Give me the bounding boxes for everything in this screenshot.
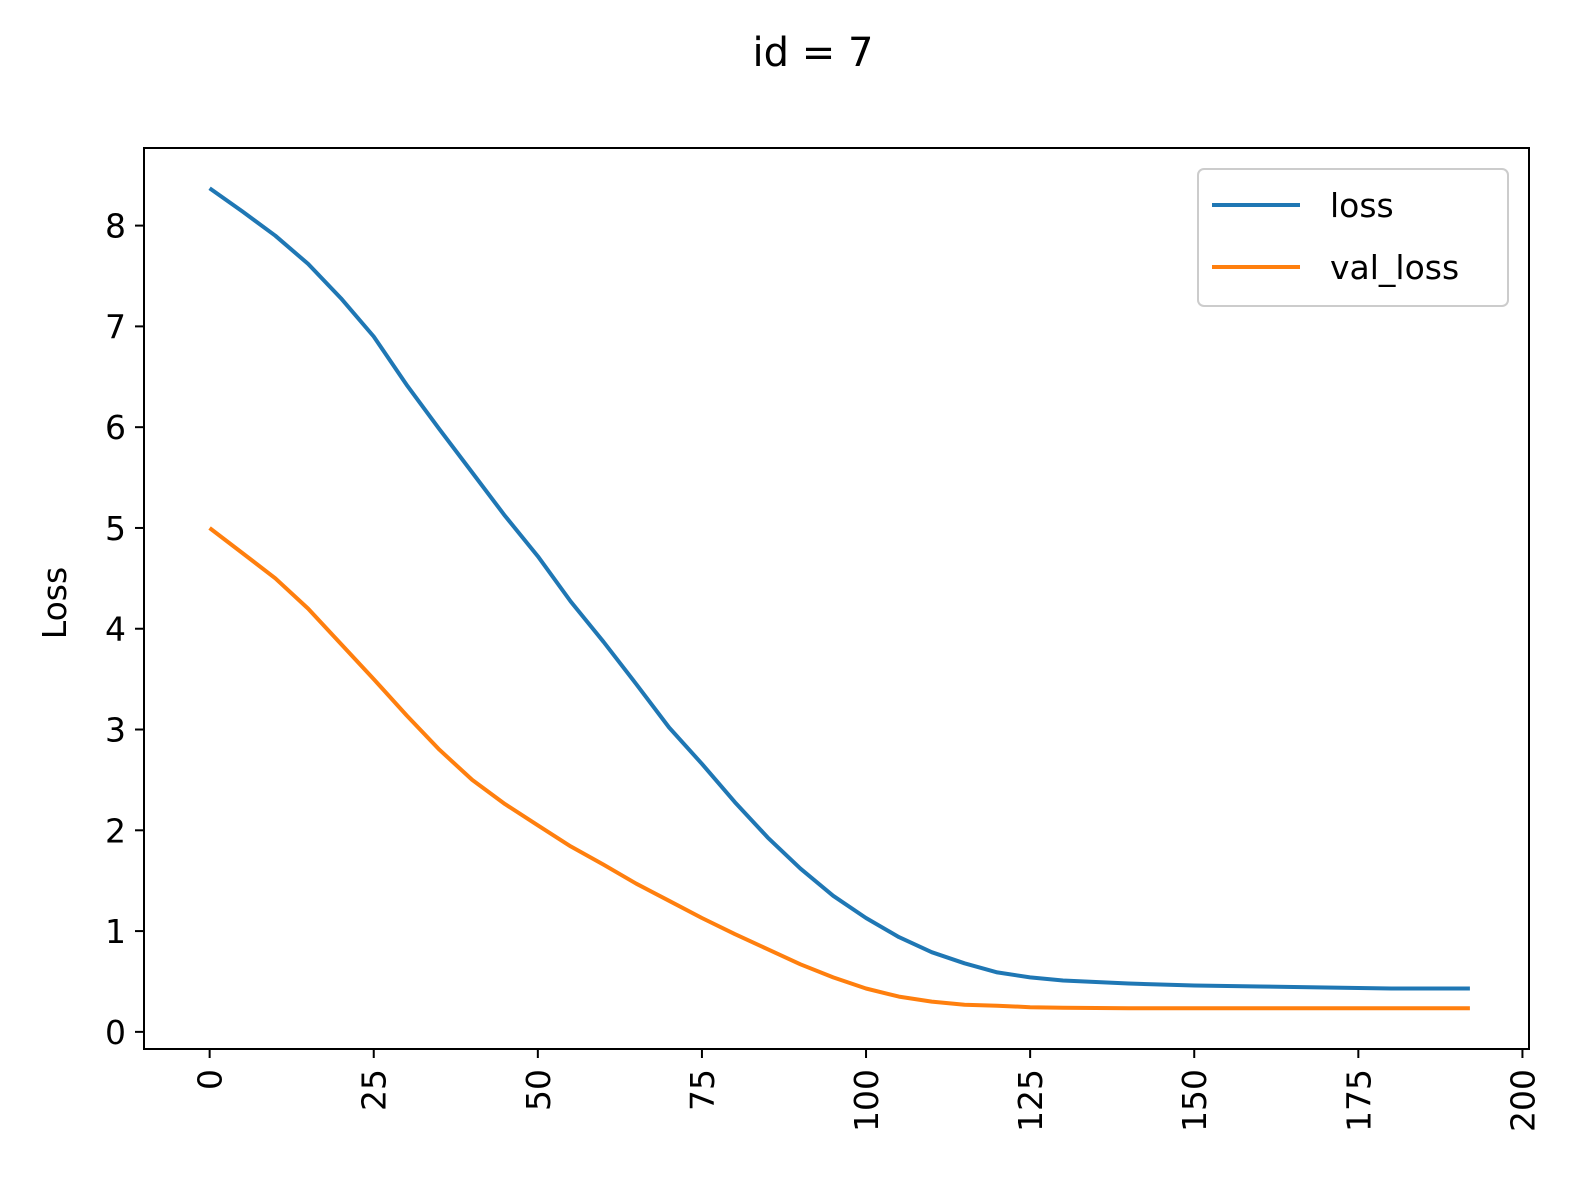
x-tick-label: 125	[1011, 1069, 1050, 1132]
x-tick-label: 200	[1503, 1069, 1542, 1132]
y-tick-label: 5	[105, 509, 126, 548]
x-tick-label: 50	[519, 1069, 558, 1111]
axis-ticks: 0 1 2 3 4 5 6 7 8 0 25 50 75 100 125 150 175 200	[105, 207, 1542, 1132]
series-line-loss	[208, 186, 1470, 991]
y-tick-label: 0	[105, 1013, 126, 1052]
y-axis-label: Loss	[35, 567, 74, 639]
series-line-val_loss	[208, 526, 1470, 1011]
x-tick-label: 25	[355, 1069, 394, 1111]
y-tick-label: 8	[105, 207, 126, 246]
x-tick-label: 75	[683, 1069, 722, 1111]
chart-title: id = 7	[753, 30, 874, 76]
y-tick-label: 3	[105, 711, 126, 750]
x-tick-label: 175	[1339, 1069, 1378, 1132]
series-lines	[208, 186, 1470, 1011]
y-tick-label: 6	[105, 408, 126, 447]
legend: loss val_loss	[1197, 168, 1509, 307]
y-tick-label: 4	[105, 610, 126, 649]
legend-label-loss: loss	[1330, 186, 1394, 225]
y-tick-label: 1	[105, 912, 126, 951]
legend-label-val_loss: val_loss	[1330, 248, 1459, 287]
plot-frame	[143, 147, 1530, 1050]
x-tick-label: 150	[1175, 1069, 1214, 1132]
x-tick-label: 100	[847, 1069, 886, 1132]
y-tick-label: 2	[105, 811, 126, 850]
y-tick-label: 7	[105, 307, 126, 346]
x-tick-label: 0	[191, 1069, 230, 1090]
